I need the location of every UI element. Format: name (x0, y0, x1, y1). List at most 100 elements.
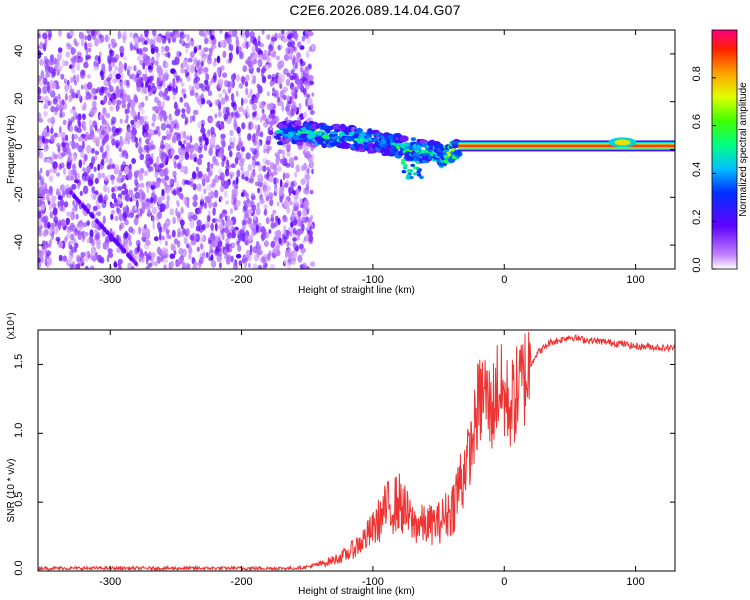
spectrogram-cell (93, 166, 97, 172)
spectrogram-cell (150, 153, 154, 160)
spectrogram-cell (276, 133, 283, 137)
spectrogram-cell (95, 239, 101, 245)
spectrogram-cell (192, 109, 199, 116)
spectrogram-cell (272, 209, 277, 215)
spectrogram-cell (305, 98, 308, 107)
spectrogram-cell (199, 198, 205, 208)
spectrogram-cell (183, 130, 187, 139)
spectrogram-cell (287, 34, 291, 40)
spectrogram-cell (259, 187, 263, 196)
spectrogram-cell (52, 97, 58, 105)
colorbar-tick-label: 0.6 (691, 114, 703, 129)
spectrogram-cell (112, 62, 115, 68)
x-axis-label: Height of straight line (km) (298, 586, 415, 597)
spectrogram-cell (111, 187, 115, 193)
spectrogram-cell (214, 113, 218, 119)
spectrogram-cell (241, 122, 246, 130)
spectrogram-cell (108, 164, 113, 170)
spectrogram-cell (150, 47, 155, 55)
spectrogram-cell (174, 30, 180, 38)
spectrogram-cell (164, 45, 170, 52)
spectrogram-cell (199, 234, 205, 242)
spectrogram-cell (235, 199, 241, 207)
spectrogram-cell (301, 247, 306, 254)
spectrogram-cell (218, 224, 224, 231)
spectrogram-cell (227, 215, 231, 220)
spectrogram-cell (83, 231, 89, 237)
spectrogram-cell (304, 200, 309, 206)
spectrogram-cell (283, 182, 289, 188)
spectrogram-cell (294, 120, 302, 125)
spectrogram-cell (219, 262, 222, 269)
spectrogram-cell (124, 230, 128, 239)
spectrogram-cell (115, 200, 120, 207)
spectrogram-cell (262, 264, 267, 269)
spectrogram-cell (296, 236, 300, 241)
spectrogram-cell (157, 114, 161, 120)
spectrogram-cell (267, 62, 273, 69)
spectrogram-cell (270, 222, 275, 229)
spectrogram-cell (268, 135, 272, 141)
colorbar-tick-label: 0.2 (691, 210, 703, 225)
spectrogram-cell (130, 119, 135, 125)
spectrogram-cell (183, 102, 190, 108)
spectrogram-cell (105, 144, 110, 152)
spectrogram-cell (49, 227, 53, 235)
spectrogram-cell (224, 190, 228, 198)
spectrogram-cell (154, 96, 159, 104)
spectrogram-cell (106, 254, 110, 263)
spectrogram-cell (181, 88, 185, 96)
spectrogram-cell (111, 192, 117, 200)
x-tick-label: 0 (501, 274, 507, 286)
spectrogram-cell (109, 106, 114, 112)
spectrogram-cell (178, 140, 183, 146)
spectrogram-cell (73, 194, 77, 200)
spectrogram-cell (97, 163, 101, 171)
spectrogram-cell (259, 198, 265, 205)
spectrogram-cell (285, 105, 290, 112)
spectrogram-cell (209, 30, 212, 37)
spectrogram-cell (139, 248, 143, 257)
spectrogram-cell (299, 58, 303, 64)
spectrogram-cell (214, 99, 219, 106)
spectrogram-cell (245, 87, 249, 96)
spectrogram-cell (49, 203, 52, 212)
spectrogram-cell (251, 204, 257, 211)
spectrogram-cell (168, 129, 173, 137)
spectrogram-cell (205, 195, 211, 204)
spectrogram-cell (166, 230, 170, 240)
spectrogram-cell (228, 226, 234, 231)
spectrogram-cell (231, 188, 237, 197)
spectrogram-cell (283, 200, 287, 207)
spectrogram-cell (286, 262, 292, 269)
spectrogram-cell (118, 140, 124, 147)
spectrogram-cell (266, 145, 272, 151)
spectrogram-cell (186, 64, 190, 71)
spectrogram-cell (209, 136, 216, 146)
spectrogram-cell (122, 36, 127, 44)
spectrogram-cell (105, 112, 111, 119)
spectrogram-cell (48, 175, 54, 183)
spectrogram-cell (292, 72, 297, 80)
spectrogram-cell (41, 216, 47, 224)
spectrogram-cell (164, 87, 169, 95)
spectrogram-cell (174, 101, 178, 110)
spectrogram-cell (213, 189, 219, 199)
spectrogram-cell (198, 66, 204, 75)
spectrogram-cell (178, 192, 184, 199)
spectrogram-cell (249, 31, 255, 39)
spectrogram-cell (138, 226, 142, 235)
spectrogram-cell (228, 58, 232, 64)
spectrogram-cell (75, 213, 79, 220)
spectrogram-cell (183, 196, 188, 205)
spectrogram-cell (170, 148, 175, 155)
spectrogram-cell (44, 40, 48, 47)
spectrogram-cell (277, 96, 281, 103)
spectrogram-cell (218, 78, 224, 85)
spectrogram-cell (230, 101, 236, 108)
spectrogram-cell (297, 219, 301, 227)
spectrogram-cell (190, 64, 196, 74)
spectrogram-cell (207, 54, 211, 61)
spectrogram-cell (138, 172, 144, 181)
spectrogram-cell (413, 166, 418, 170)
